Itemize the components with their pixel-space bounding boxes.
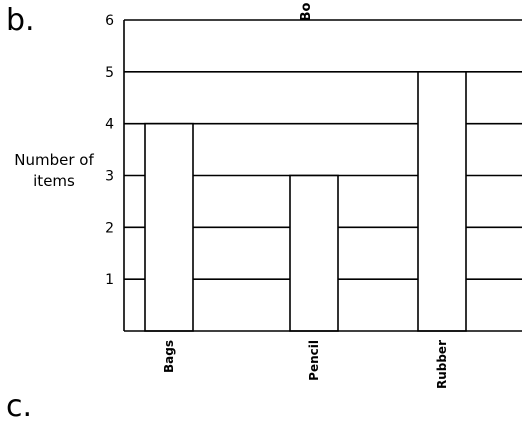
y-tick-label-1: 1 xyxy=(105,272,114,288)
bar-chart: 1 2 3 4 5 6 Bags Pencil Rubber Bo xyxy=(105,3,522,389)
y-tick-label-6: 6 xyxy=(105,13,114,29)
x-tick-label-rubber: Rubber xyxy=(435,340,449,389)
chart-figure: b. Number of items 1 2 3 4 5 6 Bags Pencil Rubb… xyxy=(6,3,522,422)
y-tick-label-4: 4 xyxy=(105,117,114,133)
bar-rubber xyxy=(417,71,467,332)
question-label: b. xyxy=(6,3,35,38)
y-tick-label-5: 5 xyxy=(105,65,114,81)
chart-title: Bo xyxy=(299,3,314,22)
x-tick-label-pencil: Pencil xyxy=(307,340,321,381)
bar-pencil xyxy=(289,174,339,332)
bar-bags xyxy=(144,122,194,332)
axes xyxy=(123,20,522,332)
bars xyxy=(144,71,467,332)
y-axis-label: Number of items xyxy=(14,151,94,190)
y-tick-label-3: 3 xyxy=(105,169,114,185)
y-tick-label-2: 2 xyxy=(105,220,114,236)
next-question-label: c. xyxy=(6,389,33,424)
x-tick-labels: Bags Pencil Rubber xyxy=(162,340,449,389)
x-tick-label-bags: Bags xyxy=(162,340,176,373)
y-tick-labels: 1 2 3 4 5 6 xyxy=(105,13,114,288)
